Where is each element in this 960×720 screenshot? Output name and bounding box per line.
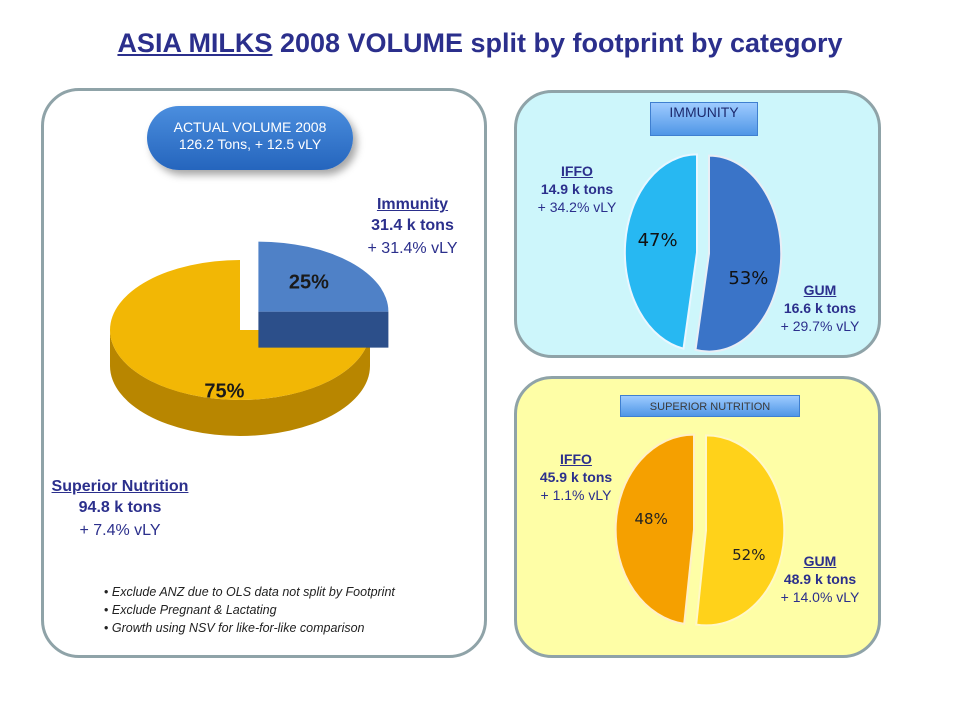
actual-volume-line2: 126.2 Tons, + 12.5 vLY bbox=[178, 136, 322, 152]
superior-name: Superior Nutrition bbox=[51, 478, 189, 495]
actual-volume-line1: ACTUAL VOLUME 2008 bbox=[173, 119, 327, 135]
sn-iffo-volume: 45.9 k tons bbox=[539, 469, 613, 485]
imm-iffo-volume: 14.9 k tons bbox=[540, 181, 614, 197]
imm-gum-pct-label: 53% bbox=[728, 268, 768, 289]
actual-volume-badge: ACTUAL VOLUME 2008 126.2 Tons, + 12.5 vL… bbox=[147, 106, 353, 170]
imm-iffo-growth: + 34.2% vLY bbox=[537, 199, 617, 215]
superior-volume: 94.8 k tons bbox=[78, 499, 162, 516]
immunity-growth: + 31.4% vLY bbox=[367, 240, 458, 257]
sn-gum-pct-label: 52% bbox=[732, 546, 765, 564]
sn-iffo-label: IFFO 45.9 k tons + 1.1% vLY bbox=[522, 450, 630, 504]
main-pie-chart: 25% 75% bbox=[110, 241, 389, 436]
superior-pie-side bbox=[110, 330, 370, 436]
immunity-pct-label: 25% bbox=[289, 271, 329, 293]
superior-label: Superior Nutrition 94.8 k tons + 7.4% vL… bbox=[35, 476, 205, 541]
imm-gum-name: GUM bbox=[803, 282, 837, 298]
immunity-split-pie: 53% 47% bbox=[623, 153, 783, 353]
sn-gum-volume: 48.9 k tons bbox=[783, 571, 857, 587]
imm-iffo-slice bbox=[623, 153, 698, 350]
immunity-tag: IMMUNITY bbox=[650, 102, 758, 136]
footnote: Exclude Pregnant & Lactating bbox=[104, 601, 395, 619]
sn-gum-name: GUM bbox=[803, 553, 837, 569]
superior-pie-slice bbox=[110, 260, 370, 400]
immunity-pie-side bbox=[258, 311, 389, 348]
immunity-label: Immunity 31.4 k tons + 31.4% vLY bbox=[345, 194, 480, 259]
title-rest: 2008 VOLUME split by footprint by catego… bbox=[272, 28, 843, 58]
immunity-name: Immunity bbox=[376, 196, 449, 213]
sn-iffo-name: IFFO bbox=[560, 451, 592, 467]
imm-iffo-label: IFFO 14.9 k tons + 34.2% vLY bbox=[518, 162, 636, 216]
imm-gum-label: GUM 16.6 k tons + 29.7% vLY bbox=[764, 281, 876, 335]
page-title: ASIA MILKS 2008 VOLUME split by footprin… bbox=[0, 28, 960, 59]
imm-gum-slice bbox=[694, 154, 783, 353]
sn-iffo-slice bbox=[614, 433, 695, 626]
imm-iffo-name: IFFO bbox=[561, 163, 593, 179]
superior-split-pie: 52% 48% bbox=[614, 433, 786, 627]
superior-nutrition-tag: SUPERIOR NUTRITION bbox=[620, 395, 800, 417]
sn-gum-growth: + 14.0% vLY bbox=[780, 589, 860, 605]
imm-iffo-pct-label: 47% bbox=[638, 230, 678, 251]
sn-iffo-growth: + 1.1% vLY bbox=[540, 487, 612, 503]
immunity-pie-slice bbox=[258, 241, 389, 312]
sn-iffo-pct-label: 48% bbox=[635, 510, 668, 528]
immunity-volume: 31.4 k tons bbox=[371, 217, 454, 234]
footnote: Exclude ANZ due to OLS data not split by… bbox=[104, 583, 395, 601]
sn-gum-slice bbox=[695, 434, 786, 627]
imm-gum-volume: 16.6 k tons bbox=[783, 300, 857, 316]
footnotes: Exclude ANZ due to OLS data not split by… bbox=[104, 583, 395, 637]
sn-gum-label: GUM 48.9 k tons + 14.0% vLY bbox=[764, 552, 876, 606]
superior-growth: + 7.4% vLY bbox=[79, 522, 161, 539]
superior-pct-label: 75% bbox=[204, 381, 244, 403]
title-brand: ASIA MILKS bbox=[117, 28, 273, 58]
footnote: Growth using NSV for like-for-like compa… bbox=[104, 619, 395, 637]
imm-gum-growth: + 29.7% vLY bbox=[780, 318, 860, 334]
